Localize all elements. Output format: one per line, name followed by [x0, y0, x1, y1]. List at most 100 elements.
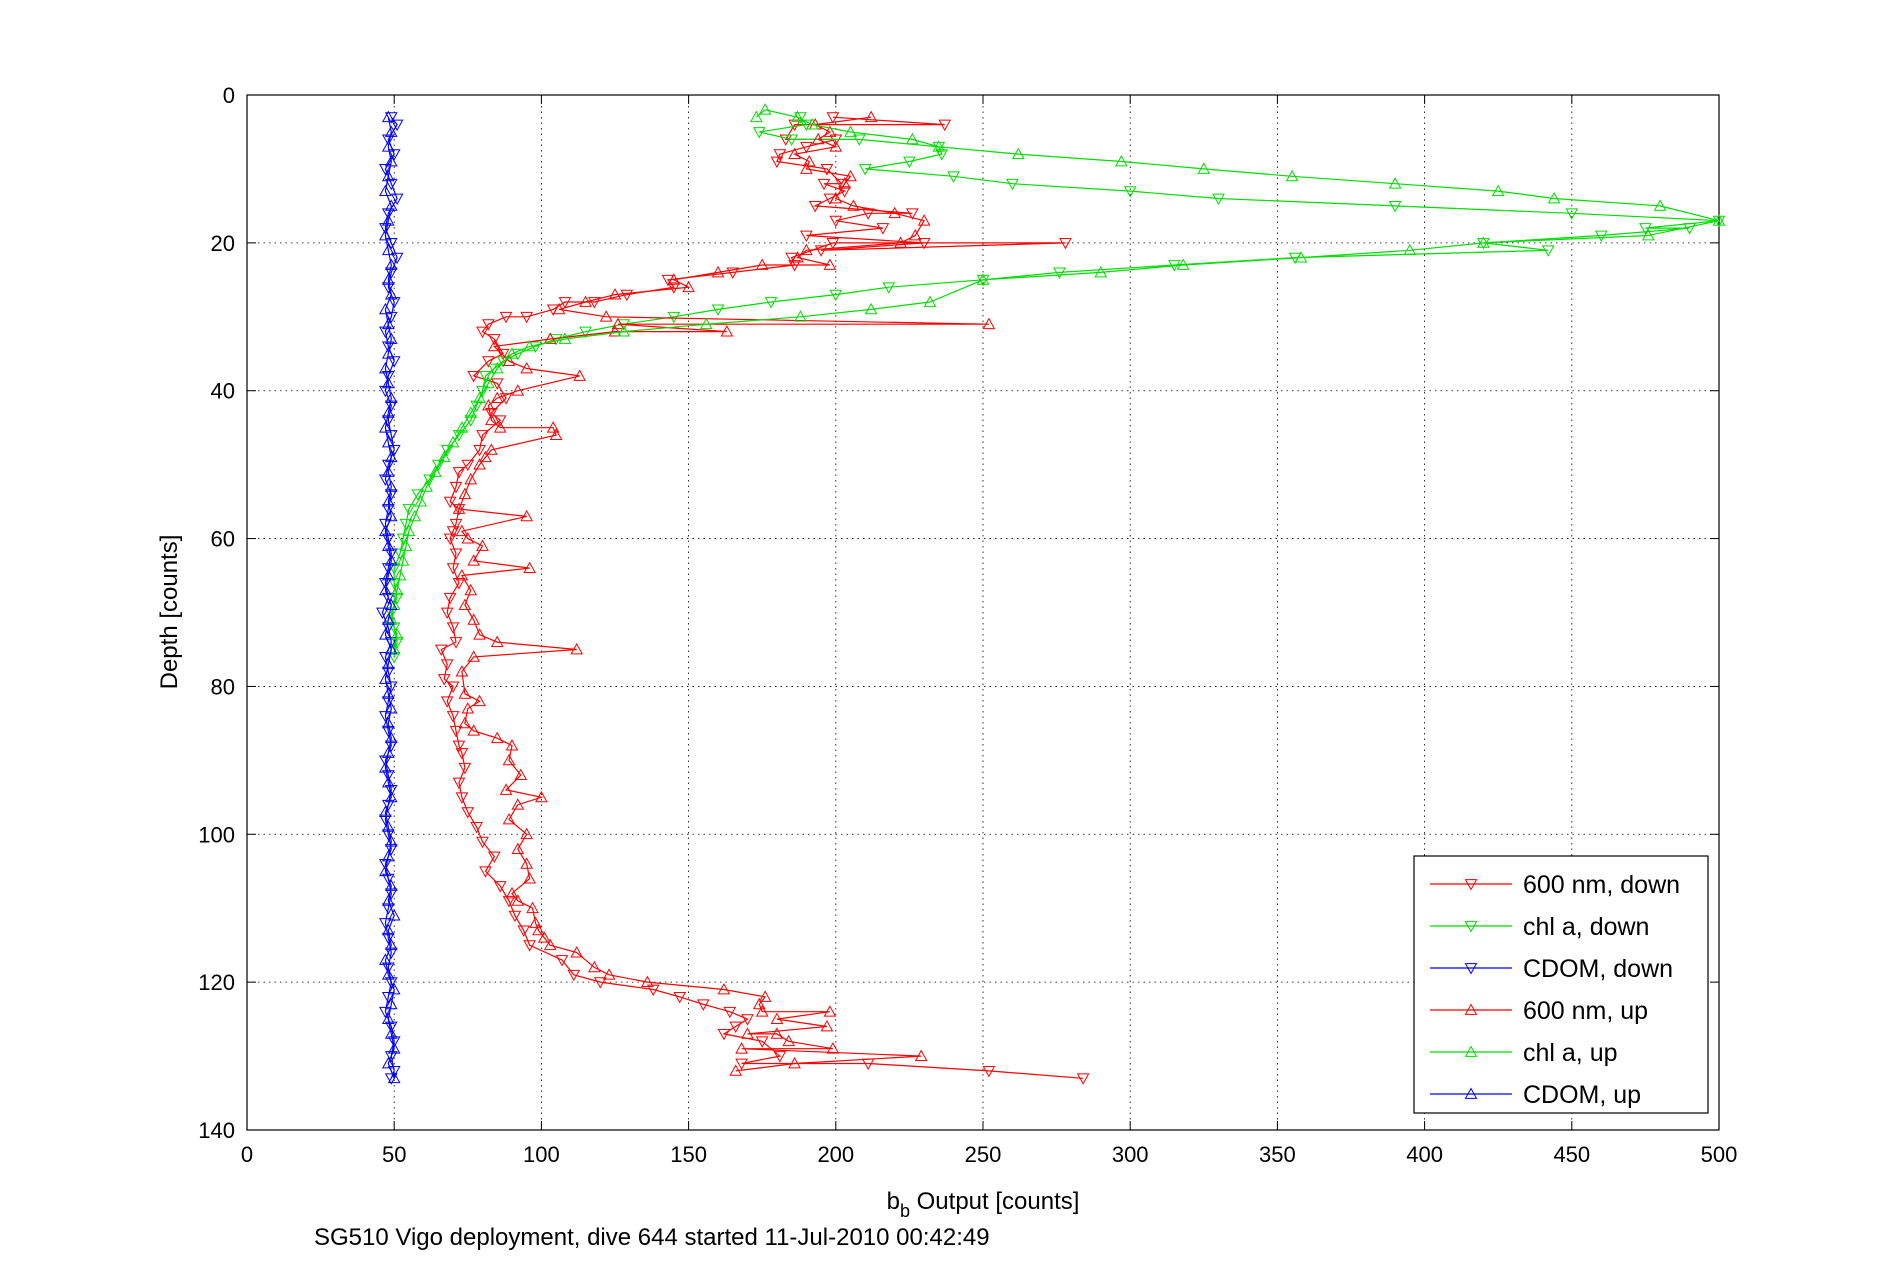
y-tick-label: 120: [198, 970, 235, 995]
data-point-marker: [381, 243, 395, 256]
data-point-marker: [602, 968, 616, 980]
data-point-marker: [502, 895, 516, 908]
data-point-marker: [381, 406, 395, 418]
data-point-marker: [381, 776, 395, 788]
data-point-marker: [735, 1042, 748, 1054]
data-point-marker: [864, 110, 878, 123]
data-point-marker: [379, 583, 392, 596]
data-point-marker: [1477, 236, 1490, 248]
data-point-marker: [646, 984, 660, 997]
data-point-marker: [476, 539, 489, 551]
data-point-marker: [905, 208, 919, 220]
data-point-marker: [437, 450, 451, 463]
data-point-marker: [829, 215, 843, 228]
data-point-marker: [755, 258, 769, 270]
data-point-marker: [379, 578, 392, 590]
data-point-marker: [788, 119, 801, 132]
data-point-marker: [379, 302, 392, 315]
data-point-marker: [396, 533, 410, 546]
data-point-marker: [923, 295, 937, 307]
data-point-marker: [1294, 251, 1308, 263]
data-point-marker: [723, 1006, 737, 1019]
data-point-marker: [1285, 169, 1299, 182]
data-point-marker: [770, 1012, 784, 1025]
data-point-marker: [820, 164, 834, 176]
data-point-marker: [588, 960, 601, 973]
data-point-marker: [381, 770, 395, 782]
data-point-marker: [464, 472, 478, 485]
data-point-marker: [473, 391, 486, 404]
data-point-marker: [555, 955, 569, 967]
data-point-marker: [758, 103, 772, 115]
data-point-marker: [673, 992, 687, 1004]
data-point-marker: [479, 371, 492, 383]
legend-label: CDOM, down: [1523, 955, 1673, 983]
data-point-marker: [381, 1056, 395, 1069]
data-point-marker: [458, 716, 472, 729]
series-line: [384, 117, 395, 1079]
data-point-marker: [485, 413, 498, 426]
data-point-marker: [384, 598, 398, 611]
data-point-marker: [381, 459, 395, 472]
data-point-marker: [493, 421, 507, 433]
data-point-marker: [520, 311, 534, 324]
x-tick-label: 450: [1553, 1142, 1590, 1167]
data-point-marker: [729, 1021, 743, 1034]
data-point-marker: [381, 214, 395, 226]
data-point-marker: [511, 894, 525, 906]
data-point-marker: [853, 134, 866, 146]
data-point-marker: [499, 393, 513, 405]
data-point-marker: [452, 740, 466, 753]
data-point-marker: [452, 467, 466, 479]
data-point-marker: [1403, 243, 1417, 256]
data-point-marker: [482, 398, 495, 411]
data-point-marker: [487, 851, 501, 863]
data-point-marker: [485, 407, 498, 420]
data-point-marker: [461, 702, 475, 714]
data-point-marker: [773, 1051, 787, 1063]
data-point-marker: [379, 184, 392, 197]
legend-marker: [1464, 879, 1478, 891]
data-point-marker: [847, 199, 860, 211]
data-point-marker: [1547, 191, 1561, 204]
data-point-marker: [381, 563, 395, 575]
data-point-marker: [844, 125, 857, 137]
data-point-marker: [464, 583, 478, 596]
data-point-marker: [517, 925, 531, 937]
data-point-marker: [387, 297, 401, 309]
data-point-marker: [387, 983, 401, 995]
data-point-marker: [381, 341, 395, 353]
data-point-marker: [817, 178, 831, 191]
data-point-marker: [573, 369, 587, 381]
data-point-marker: [423, 474, 436, 486]
data-point-marker: [520, 827, 534, 840]
data-point-marker: [379, 918, 392, 930]
data-point-marker: [384, 548, 398, 560]
data-point-marker: [479, 866, 492, 878]
data-point-marker: [432, 459, 445, 472]
data-point-marker: [1639, 223, 1652, 235]
data-point-marker: [876, 223, 890, 235]
data-point-marker: [458, 762, 472, 775]
data-point-marker: [379, 651, 392, 664]
data-point-marker: [440, 696, 454, 708]
data-point-marker: [523, 339, 536, 352]
data-point-marker: [381, 687, 395, 699]
y-axis-label: Depth [counts]: [156, 535, 183, 690]
data-point-marker: [381, 169, 395, 182]
data-point-marker: [390, 119, 404, 132]
data-point-marker: [411, 489, 425, 501]
data-point-marker: [384, 1051, 398, 1063]
data-point-marker: [387, 1071, 401, 1084]
data-point-marker: [387, 149, 401, 161]
data-point-marker: [384, 997, 398, 1010]
data-point-marker: [558, 297, 572, 309]
data-point-marker: [381, 134, 395, 146]
data-point-marker: [443, 496, 457, 509]
data-point-marker: [826, 237, 840, 250]
data-point-marker: [379, 814, 392, 827]
data-point-marker: [408, 509, 422, 522]
data-point-marker: [485, 443, 498, 455]
data-point-marker: [1683, 223, 1696, 235]
